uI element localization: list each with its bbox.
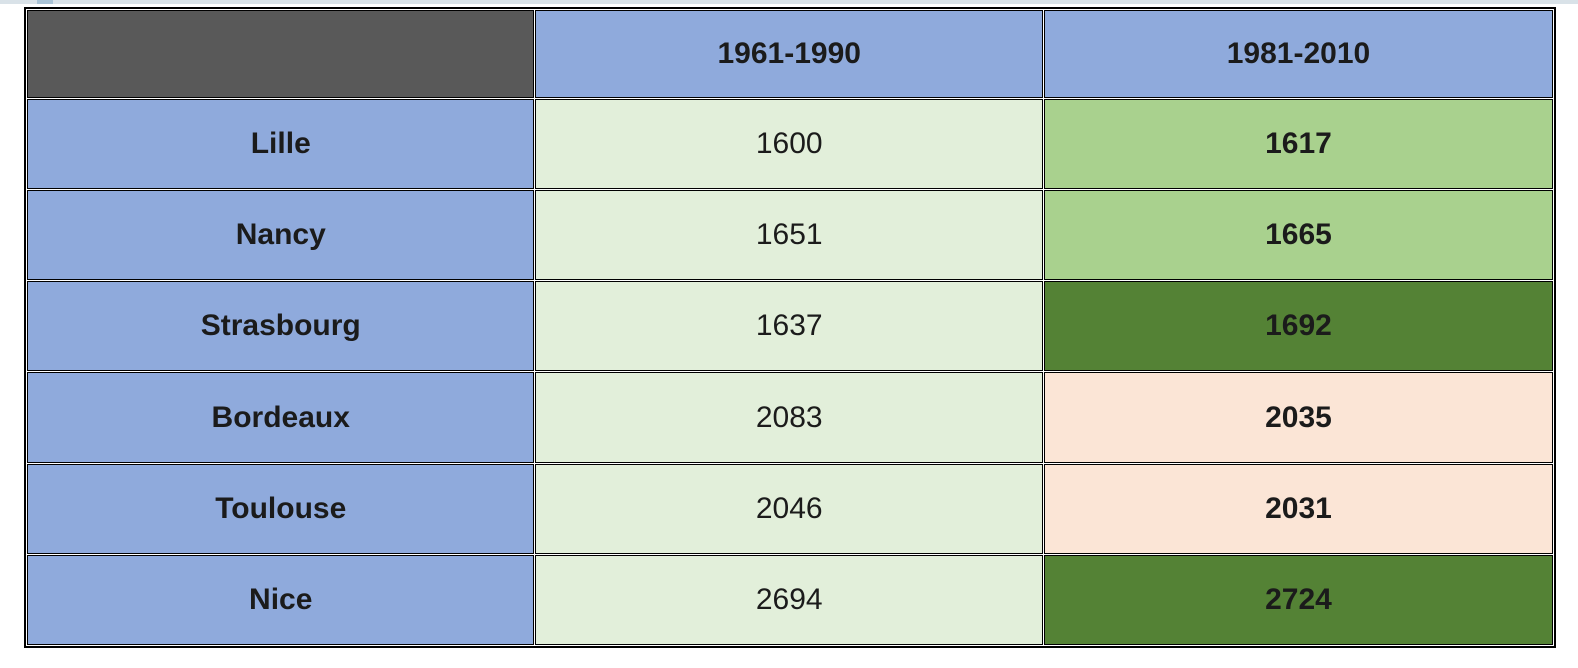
value-1981-2010-cell: 1617 — [1043, 99, 1553, 190]
table-row: Lille 1600 1617 — [27, 99, 1553, 190]
value-1981-2010-cell: 1692 — [1043, 281, 1553, 372]
top-edge-fragment — [37, 0, 53, 4]
value-1981-2010-cell: 1665 — [1043, 190, 1553, 281]
table-row: Nice 2694 2724 — [27, 554, 1553, 645]
city-cell: Strasbourg — [27, 281, 535, 372]
header-1981-2010: 1981-2010 — [1043, 10, 1553, 98]
header-1961-1990: 1961-1990 — [535, 10, 1043, 98]
value-1961-1990-cell: 2046 — [535, 463, 1043, 554]
top-edge-strip — [0, 0, 1578, 4]
table-row: Bordeaux 2083 2035 — [27, 372, 1553, 463]
value-1961-1990-cell: 2694 — [535, 554, 1043, 645]
city-cell: Nice — [27, 554, 535, 645]
value-1961-1990-cell: 1600 — [535, 99, 1043, 190]
table-row: Toulouse 2046 2031 — [27, 463, 1553, 554]
sunshine-comparison-table: 1961-1990 1981-2010 Lille 1600 1617 Nanc… — [24, 7, 1556, 648]
value-1981-2010-cell: 2035 — [1043, 372, 1553, 463]
city-cell: Bordeaux — [27, 372, 535, 463]
table-row: Strasbourg 1637 1692 — [27, 281, 1553, 372]
city-cell: Nancy — [27, 190, 535, 281]
table-row: Nancy 1651 1665 — [27, 190, 1553, 281]
value-1961-1990-cell: 1651 — [535, 190, 1043, 281]
value-1981-2010-cell: 2031 — [1043, 463, 1553, 554]
value-1961-1990-cell: 1637 — [535, 281, 1043, 372]
value-1981-2010-cell: 2724 — [1043, 554, 1553, 645]
header-row: 1961-1990 1981-2010 — [27, 10, 1553, 98]
city-cell: Lille — [27, 99, 535, 190]
value-1961-1990-cell: 2083 — [535, 372, 1043, 463]
corner-cell — [27, 10, 535, 98]
city-cell: Toulouse — [27, 463, 535, 554]
